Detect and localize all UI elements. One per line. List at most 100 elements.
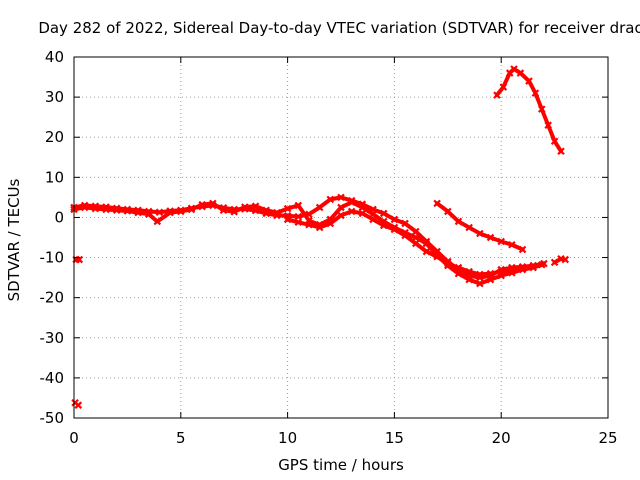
data-point: [538, 260, 546, 269]
data-point: [315, 203, 324, 212]
data-point: [198, 200, 206, 209]
data-point: [476, 270, 484, 279]
data-point: [294, 212, 303, 221]
data-point: [486, 275, 495, 284]
y-tick-label: -10: [40, 249, 65, 267]
data-point: [508, 240, 516, 249]
data-point: [273, 208, 281, 217]
data-point: [153, 217, 162, 226]
y-tick-label: 30: [45, 88, 64, 106]
data-point: [155, 208, 164, 217]
x-axis-ticks: 0 5 10 15 20 25: [69, 57, 618, 447]
data-point: [369, 215, 377, 224]
data-point: [177, 207, 185, 216]
data-point: [525, 77, 533, 85]
data-point: [433, 199, 441, 208]
y-tick-label: 40: [45, 48, 64, 66]
data-point: [390, 215, 399, 224]
series-line: [72, 195, 546, 280]
data-point: [379, 209, 388, 218]
data-point: [74, 401, 83, 409]
data-point: [241, 203, 249, 211]
data-point: [262, 206, 271, 215]
data-point: [315, 223, 324, 232]
data-point: [294, 218, 303, 227]
data-point: [516, 69, 525, 77]
data-point: [529, 263, 538, 272]
series-mid-right-arc: [433, 199, 527, 254]
series-right-tail: [550, 254, 570, 267]
data-point: [337, 211, 345, 220]
series-main-band-b: [70, 198, 546, 288]
data-point: [550, 258, 559, 267]
data-point: [102, 205, 110, 214]
data-point: [209, 199, 217, 208]
data-point: [401, 231, 409, 240]
y-tick-label: -40: [40, 369, 65, 387]
data-point: [531, 89, 540, 97]
y-tick-label: 20: [45, 128, 64, 146]
data-point: [499, 83, 508, 91]
data-point: [379, 221, 388, 230]
data-point: [347, 207, 356, 216]
data-point: [465, 223, 473, 232]
y-axis-label: SDTVAR / TECUs: [5, 178, 23, 301]
data-point: [219, 206, 228, 215]
y-tick-label: 0: [54, 208, 64, 226]
y-tick-label: -50: [40, 409, 65, 427]
data-point: [454, 263, 463, 272]
data-point: [422, 247, 431, 256]
data-point: [486, 269, 495, 278]
data-point: [510, 65, 518, 73]
grid-lines: [74, 57, 608, 418]
data-point: [80, 203, 89, 212]
data-point: [144, 210, 153, 219]
x-tick-label: 15: [385, 429, 404, 447]
data-point: [497, 267, 505, 276]
data-point: [358, 203, 367, 212]
y-axis-ticks: 40 30 20 10 0 -10 -20 -30 -40 -50: [40, 48, 608, 427]
data-point: [518, 265, 527, 273]
data-point: [411, 227, 420, 236]
data-point: [518, 245, 527, 254]
series-line: [285, 209, 525, 277]
data-point: [283, 204, 292, 213]
chart-title: Day 282 of 2022, Sidereal Day-to-day VTE…: [38, 19, 640, 37]
data-point: [454, 217, 463, 226]
series-upper-right-arc: [493, 65, 565, 156]
data-point: [433, 252, 441, 261]
data-point: [444, 207, 452, 216]
y-tick-label: -20: [40, 289, 65, 307]
y-tick-label: -30: [40, 329, 65, 347]
x-tick-label: 10: [278, 429, 297, 447]
data-point: [465, 267, 473, 276]
data-point: [91, 204, 100, 213]
data-point: [476, 279, 484, 288]
data-point: [134, 208, 142, 217]
data-point: [326, 219, 335, 228]
data-point: [454, 269, 463, 278]
data-point: [497, 237, 505, 246]
data-point: [401, 219, 409, 228]
x-tick-label: 5: [176, 429, 186, 447]
data-point: [251, 202, 260, 210]
x-tick-label: 20: [492, 429, 511, 447]
series-main-band-c: [283, 207, 527, 279]
data-point: [508, 266, 516, 275]
data-point: [326, 195, 335, 204]
data-point: [444, 259, 452, 268]
data-point: [305, 220, 313, 229]
data-series: [70, 65, 570, 409]
data-point: [230, 208, 238, 216]
data-point: [294, 201, 303, 210]
data-point: [465, 275, 473, 284]
data-point: [411, 239, 420, 248]
data-point: [337, 193, 345, 202]
data-point: [561, 255, 570, 264]
data-point: [358, 209, 367, 218]
data-point: [112, 206, 121, 215]
series-main-band-a: [70, 193, 548, 282]
plot-frame: [73, 56, 609, 419]
data-point: [187, 205, 196, 214]
